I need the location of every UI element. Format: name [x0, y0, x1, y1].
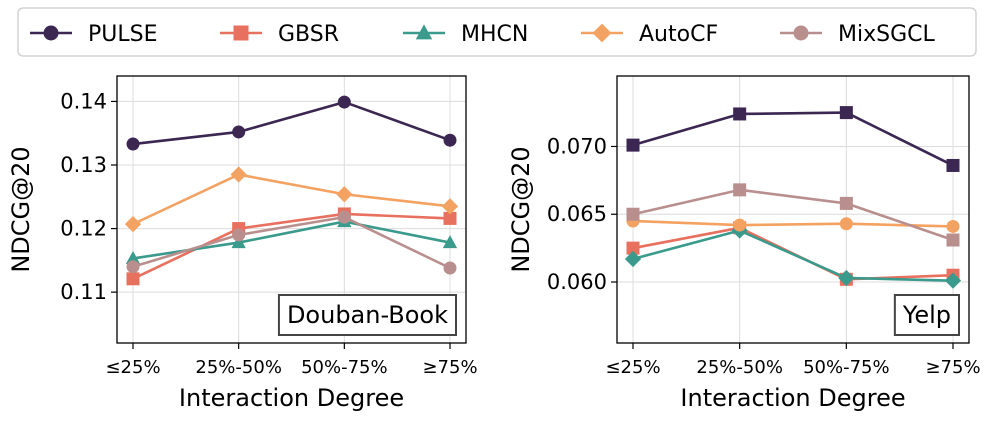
series-pulse — [126, 95, 457, 151]
plot-frame — [616, 75, 970, 344]
data-point — [126, 260, 140, 274]
data-point — [946, 158, 960, 172]
data-point — [443, 133, 457, 147]
y-tick-label: 0.14 — [60, 89, 107, 113]
dataset-annotation: Yelp — [893, 294, 960, 336]
data-point — [838, 269, 855, 287]
data-point — [839, 196, 853, 210]
legend-label: MixSGCL — [838, 22, 935, 47]
x-axis-title: Interaction Degree — [680, 384, 905, 412]
y-axis-title: NDCG@20 — [7, 146, 35, 272]
series-line — [632, 188, 954, 242]
x-tick-label: ≤25% — [105, 357, 160, 378]
data-point — [443, 261, 457, 275]
panel-yelp: 0.060 0.065 0.070 ≤25% 25%-50% 50%-75% ≥75% Int… — [507, 75, 981, 412]
data-point — [337, 95, 351, 109]
legend-item-mixsgcl: MixSGCL — [780, 22, 935, 47]
y-tick-label: 0.060 — [547, 270, 607, 294]
legend-marker — [233, 25, 249, 41]
data-point — [626, 241, 640, 255]
legend-item-gbsr: GBSR — [220, 22, 339, 47]
series-mixsgcl — [126, 210, 457, 275]
data-point — [441, 198, 459, 215]
series-line — [132, 173, 451, 226]
legend-marker — [592, 23, 612, 43]
legend-frame — [17, 7, 977, 57]
legend-item-mhcn: MHCN — [403, 22, 528, 47]
legend-label: GBSR — [278, 22, 339, 47]
y-tick-label: 0.12 — [60, 217, 107, 241]
data-point — [232, 228, 246, 242]
data-point — [442, 235, 458, 249]
data-point — [125, 250, 141, 264]
series-line — [132, 212, 451, 280]
series-line — [632, 219, 954, 228]
data-point — [733, 107, 747, 121]
legend-label: MHCN — [461, 22, 528, 47]
x-tick-label: ≥75% — [422, 357, 477, 378]
legend-marker — [43, 25, 59, 41]
data-point — [626, 207, 640, 221]
legend-marker — [793, 25, 809, 41]
data-point — [946, 233, 960, 247]
x-tick-label: 50%-75% — [301, 357, 388, 378]
y-tick-label: 0.070 — [547, 134, 607, 158]
series-line — [132, 100, 451, 146]
series-autocf — [124, 166, 459, 233]
plot-frame — [116, 75, 467, 344]
y-tick-label: 0.065 — [547, 202, 607, 226]
legend-label: AutoCF — [639, 22, 718, 47]
series-line — [632, 111, 954, 167]
y-tick-label: 0.13 — [60, 153, 107, 177]
data-point — [124, 215, 142, 233]
data-point — [733, 218, 747, 232]
dataset-label: Douban-Book — [287, 301, 448, 329]
legend-item-autocf: AutoCF — [581, 22, 718, 47]
legend-marker — [415, 24, 433, 40]
data-point — [337, 210, 351, 224]
data-point — [232, 125, 246, 139]
data-point — [626, 138, 640, 152]
dataset-label: Yelp — [902, 301, 951, 329]
data-point — [336, 186, 353, 203]
series-line — [132, 215, 451, 270]
panel-douban-book: 0.11 0.12 0.13 0.14 ≤25% 25%-50% 50%-75% ≥75% In… — [7, 75, 478, 412]
x-tick-label: 25%-50% — [195, 357, 282, 378]
data-point — [126, 137, 140, 151]
data-point — [231, 235, 246, 249]
x-tick-label: ≥75% — [925, 357, 980, 378]
dataset-label-box — [893, 294, 960, 336]
dataset-label-box — [277, 294, 457, 336]
data-point — [733, 183, 747, 197]
data-point — [946, 219, 960, 233]
series-mhcn — [624, 222, 962, 289]
x-tick-label: 50%-75% — [803, 357, 890, 378]
data-point — [624, 250, 642, 268]
legend: PULSE GBSR MHCN AutoCF MixSGCL — [17, 7, 977, 57]
series-mixsgcl — [626, 183, 960, 247]
y-axis-title: NDCG@20 — [507, 146, 535, 272]
series-line — [632, 229, 954, 282]
legend-label: PULSE — [88, 22, 158, 47]
data-point — [944, 272, 962, 289]
x-tick-label: ≤25% — [605, 357, 660, 378]
legend-item-pulse: PULSE — [30, 22, 158, 47]
data-point — [839, 106, 853, 120]
data-point — [839, 217, 853, 231]
data-point — [230, 166, 247, 183]
series-pulse — [626, 106, 960, 172]
data-point — [126, 272, 140, 286]
data-point — [443, 211, 457, 225]
x-tick-label: 25%-50% — [696, 357, 783, 378]
y-tick-label: 0.11 — [60, 280, 107, 304]
dataset-annotation: Douban-Book — [277, 294, 457, 336]
x-axis-title: Interaction Degree — [179, 384, 404, 412]
